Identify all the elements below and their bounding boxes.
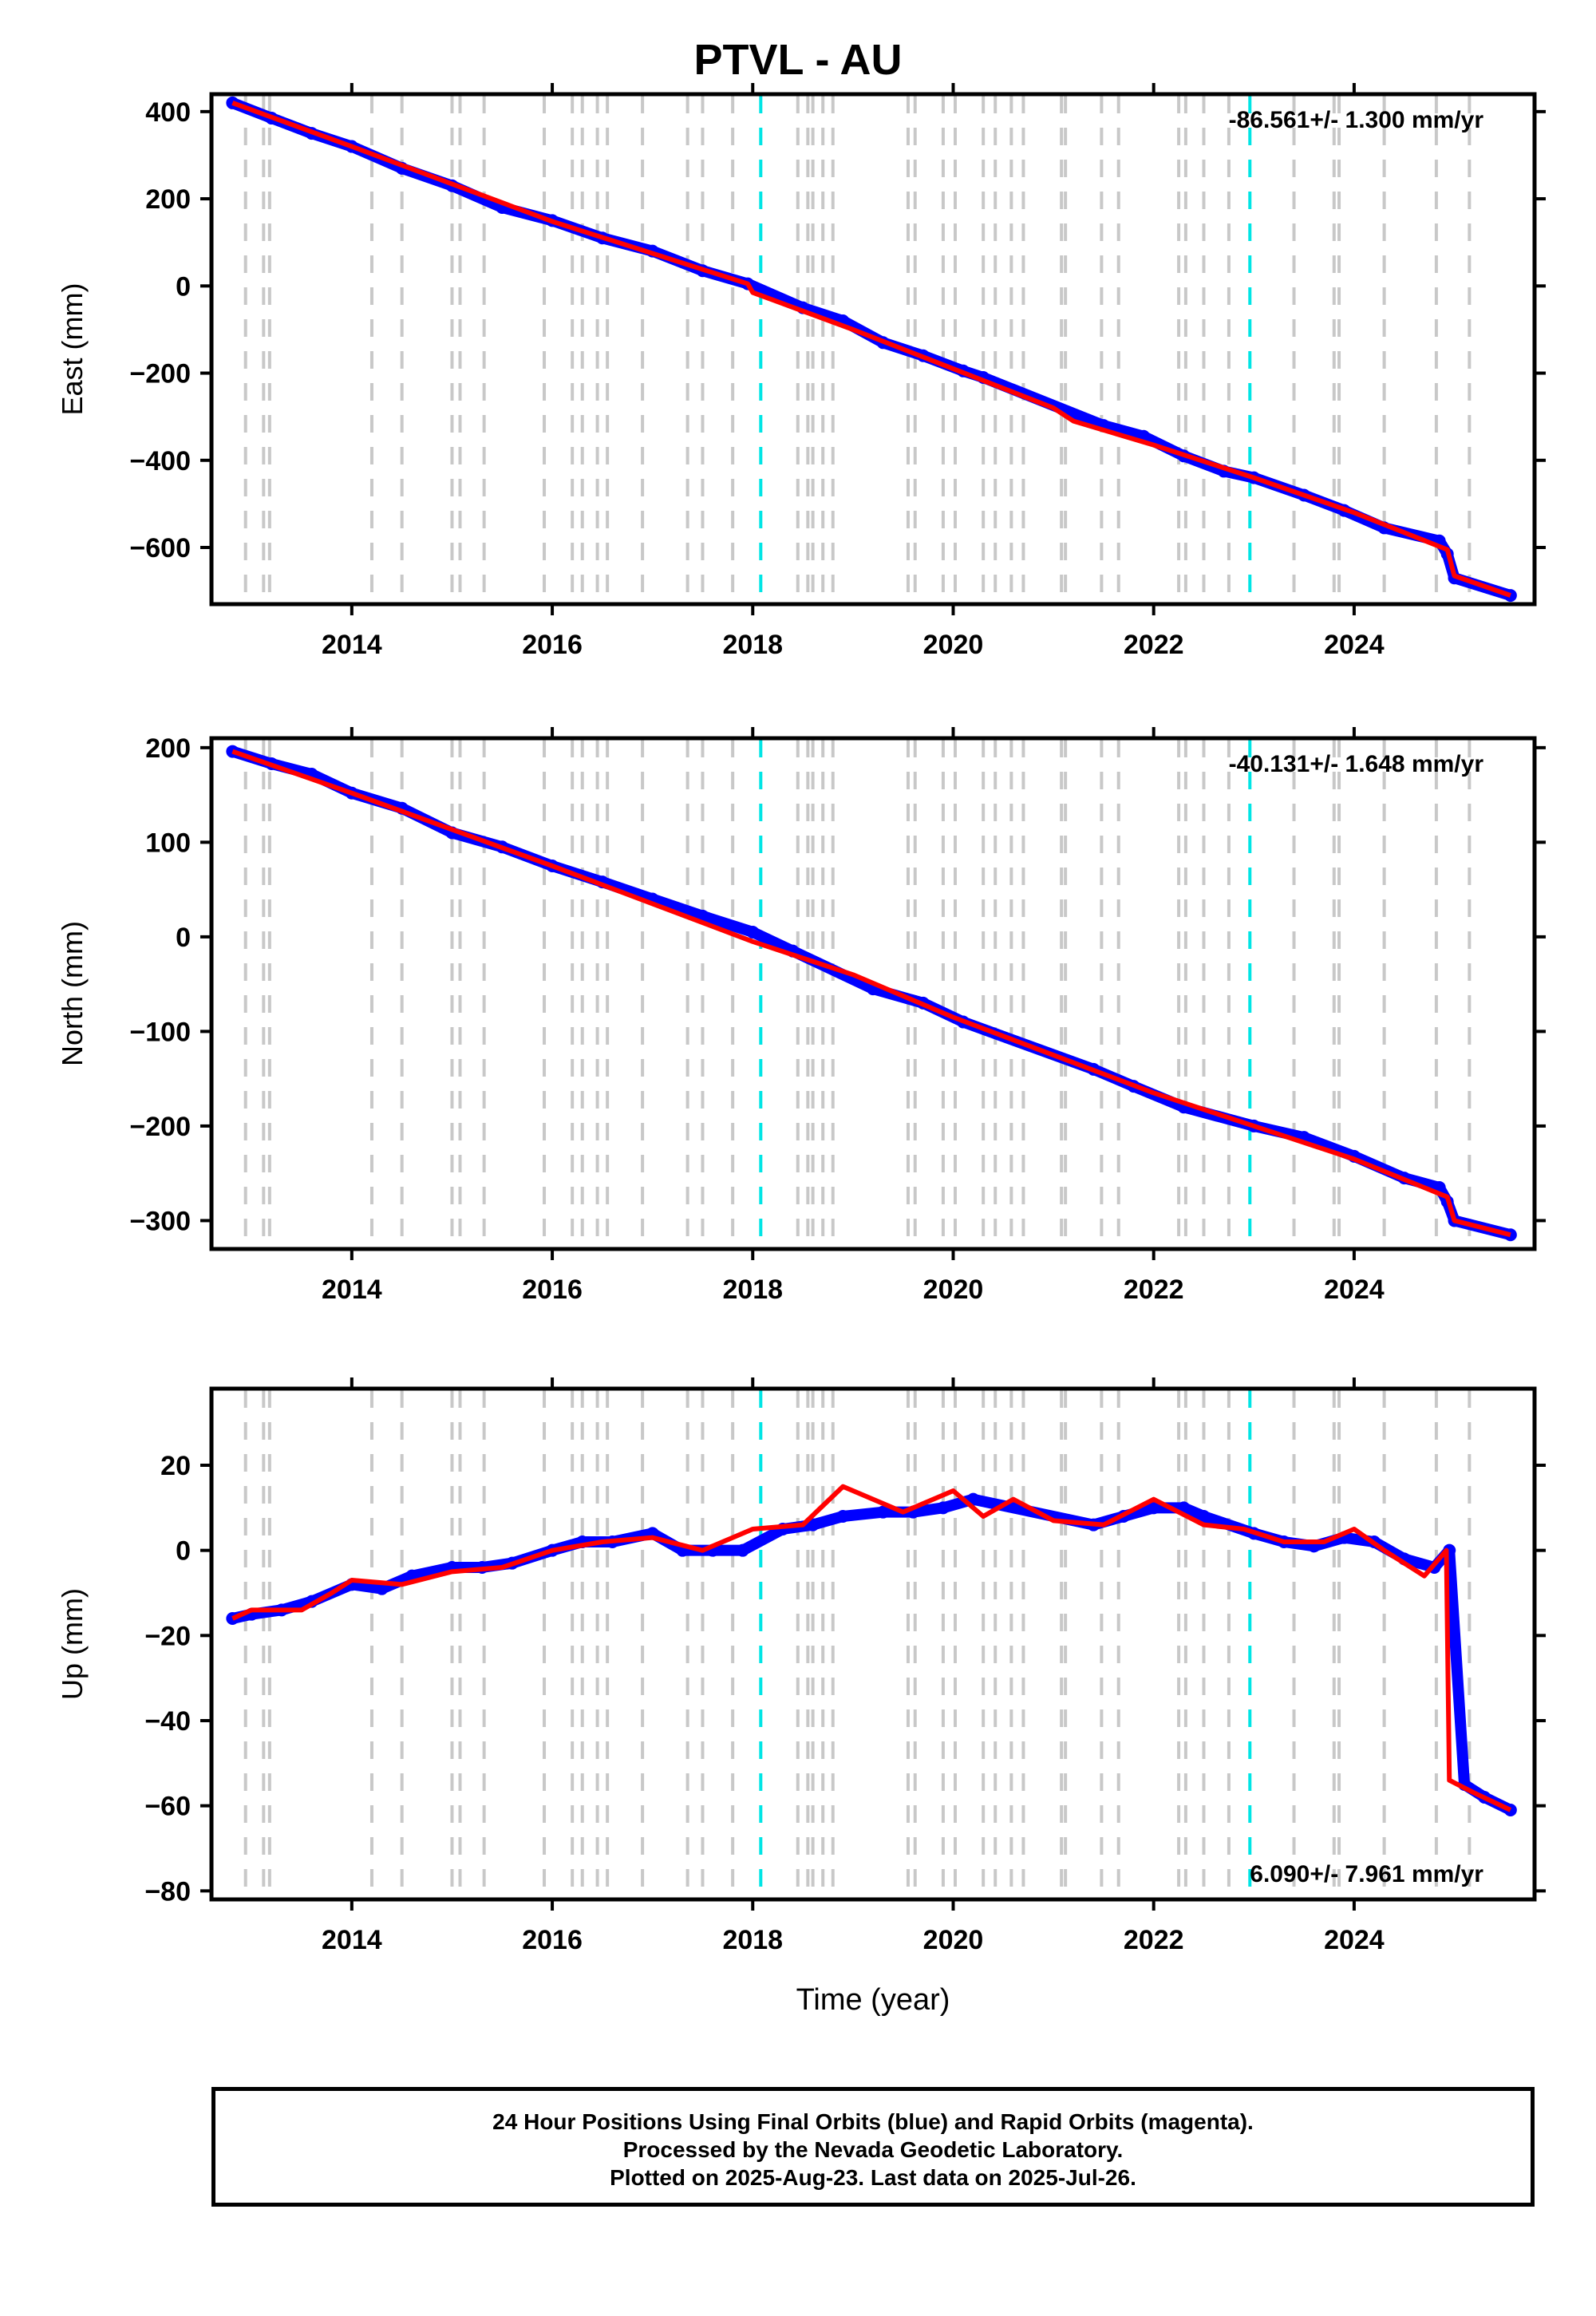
data-point-trace	[231, 1493, 1513, 1816]
y-tick-label: 200	[145, 184, 191, 215]
panel-1: 400 200 0 −200 −400 −600 2014 2016 2018 2020 2022 2…	[56, 83, 1546, 660]
panel-3: 20 0 −20 −40 −60 −80 2014 2016 2018 2020 2022 2024 U…	[56, 1377, 1546, 2017]
y-tick-label: 100	[145, 828, 191, 858]
x-axis-label: Time (year)	[796, 1983, 950, 2017]
model-fit-line	[231, 101, 1511, 598]
plot-frame	[209, 736, 1537, 1251]
x-tick-label: 2014	[322, 630, 382, 660]
x-tick-label: 2024	[1324, 1925, 1385, 1955]
x-tick-label: 2016	[522, 1925, 583, 1955]
y-tick-label: 200	[145, 733, 191, 764]
footer-info-box: 24 Hour Positions Using Final Orbits (bl…	[211, 2087, 1535, 2207]
y-tick-label: −100	[129, 1017, 191, 1047]
y-tick-label: −20	[144, 1621, 191, 1651]
x-tick-label: 2018	[722, 1925, 783, 1955]
x-tick-label: 2024	[1324, 1275, 1385, 1305]
y-tick-label: 0	[176, 271, 191, 302]
footer-line-orbits: 24 Hour Positions Using Final Orbits (bl…	[492, 2109, 1254, 2134]
y-tick-label: 0	[176, 923, 191, 953]
x-tick-label: 2014	[322, 1925, 382, 1955]
x-tick-label: 2018	[722, 1275, 783, 1305]
y-tick-label: 20	[160, 1451, 191, 1481]
footer-line-processor: Processed by the Nevada Geodetic Laborat…	[622, 2137, 1124, 2162]
panel-2: 200 100 0 −100 −200 −300 2014 2016 2018 2020 2022 2…	[56, 727, 1546, 1305]
y-axis-label: Up (mm)	[56, 1588, 89, 1700]
y-tick-label: −400	[129, 446, 191, 476]
y-tick-label: −80	[144, 1876, 191, 1907]
chart-title: PTVL - AU	[693, 36, 903, 84]
x-tick-label: 2020	[923, 1275, 984, 1305]
model-fit-line	[231, 1484, 1512, 1812]
rate-label: -40.131+/- 1.648 mm/yr	[1229, 751, 1484, 777]
y-tick-label: −300	[129, 1206, 191, 1236]
y-tick-label: −600	[129, 533, 191, 563]
x-tick-label: 2020	[923, 630, 984, 660]
footer-line-dates: Plotted on 2025-Aug-23. Last data on 202…	[610, 2165, 1136, 2190]
y-tick-label: −200	[129, 359, 191, 389]
x-tick-label: 2018	[722, 630, 783, 660]
y-tick-label: −60	[144, 1792, 191, 1822]
y-tick-label: 400	[145, 97, 191, 128]
y-axis-label: North (mm)	[56, 921, 89, 1066]
model-fit-line	[231, 749, 1511, 1238]
x-tick-label: 2016	[522, 1275, 583, 1305]
x-tick-label: 2022	[1124, 1925, 1184, 1955]
x-tick-label: 2020	[923, 1925, 984, 1955]
x-tick-label: 2024	[1324, 630, 1385, 660]
rate-label: -86.561+/- 1.300 mm/yr	[1229, 107, 1484, 133]
data-point-trace	[231, 745, 1512, 1241]
x-tick-label: 2014	[322, 1275, 382, 1305]
plot-frame	[209, 1386, 1537, 1902]
data-point-trace	[230, 97, 1512, 601]
y-axis-label: East (mm)	[56, 283, 89, 416]
x-tick-label: 2022	[1124, 1275, 1184, 1305]
x-tick-label: 2022	[1124, 630, 1184, 660]
x-tick-label: 2016	[522, 630, 583, 660]
y-tick-label: −200	[129, 1112, 191, 1142]
rate-label: 6.090+/- 7.961 mm/yr	[1250, 1861, 1483, 1887]
y-tick-label: 0	[176, 1536, 191, 1567]
plot-frame	[209, 92, 1537, 607]
y-tick-label: −40	[144, 1706, 191, 1737]
